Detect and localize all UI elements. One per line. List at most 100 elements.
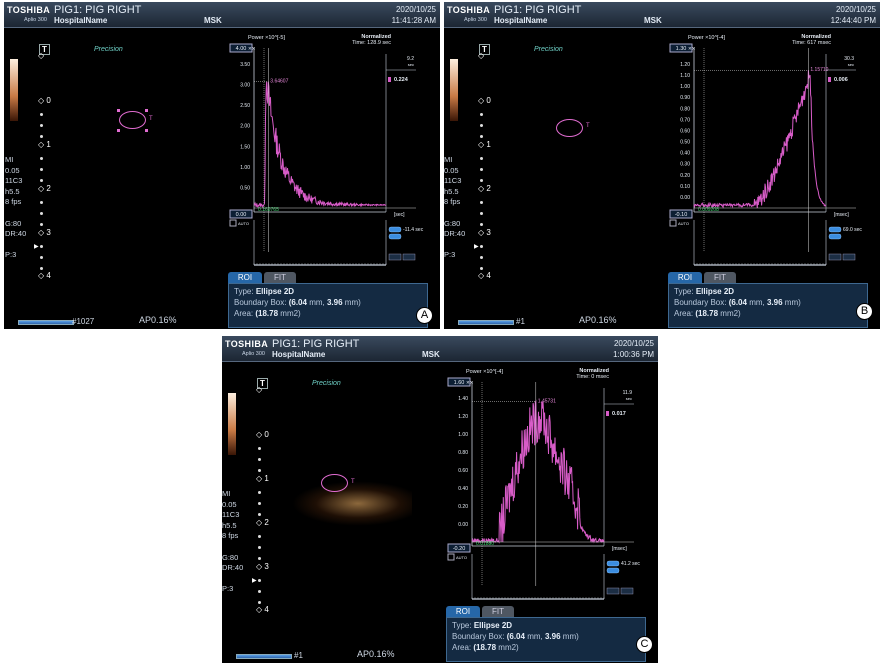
cine-bar[interactable] <box>458 320 514 325</box>
tab-fit[interactable]: FIT <box>482 606 514 617</box>
info-area-part: mm2) <box>280 309 301 318</box>
base-label: 0.01880 <box>476 541 494 547</box>
scroll-button-1[interactable] <box>606 560 620 567</box>
depth-tick <box>40 124 43 127</box>
roi-ellipse[interactable] <box>556 119 583 137</box>
scale-icon: ✕✕ <box>248 46 256 51</box>
depth-tick <box>258 491 261 494</box>
right-top-unit: sec <box>408 62 414 67</box>
fit-view-button[interactable] <box>620 587 634 595</box>
scan-param <box>5 208 26 219</box>
depth-tick <box>40 223 43 226</box>
tab-roi[interactable]: ROI <box>668 272 702 283</box>
tab-fit[interactable]: FIT <box>264 272 296 283</box>
series-value: 0.224 <box>394 77 409 83</box>
info-area-part: (18.78 <box>695 309 719 318</box>
ymin-box <box>447 543 471 553</box>
patient-id: PIG1: PIG RIGHT <box>494 4 582 16</box>
roi-handle-icon[interactable] <box>117 129 120 132</box>
cine-bar[interactable] <box>18 320 74 325</box>
info-box-part: (6.04 <box>506 632 525 641</box>
y-tick-label: 0.00 <box>680 195 690 201</box>
zoom-button[interactable] <box>606 587 620 595</box>
x-unit: [msec] <box>612 546 627 552</box>
info-box-part: 3.96 <box>326 298 343 307</box>
depth-tick <box>40 267 43 270</box>
tic-curve <box>253 81 387 209</box>
roi-info-box: Type: Ellipse 2D Boundary Box: (6.04 mm,… <box>668 283 868 328</box>
ymax-box <box>447 377 471 387</box>
info-type-part: Ellipse 2D <box>473 621 513 630</box>
info-box-part: mm, <box>527 632 543 641</box>
hospital-name: HospitalName <box>494 16 548 25</box>
brand-logo: TOSHIBA <box>7 5 51 15</box>
zoom-button[interactable] <box>828 253 842 261</box>
roi-ellipse[interactable] <box>119 111 146 129</box>
depth-tick <box>258 535 261 538</box>
roi-ellipse[interactable] <box>321 474 348 492</box>
scroll-button-1[interactable] <box>828 226 842 233</box>
depth-mark-2: ◇ 2 <box>38 184 51 193</box>
depth-tick <box>480 223 483 226</box>
scan-param: h5.5 <box>5 186 20 196</box>
roi-fit-tabs: ROI FIT <box>668 272 768 283</box>
info-box-part: (6.04 <box>288 298 307 307</box>
cine-bar[interactable] <box>236 654 292 659</box>
y-tick-label: 2.50 <box>240 103 250 109</box>
scroll-button-2[interactable] <box>606 567 620 574</box>
depth-mark-0: ◇ 0 <box>478 96 491 105</box>
info-box-part: Boundary Box: <box>674 298 727 307</box>
depth-tick <box>40 245 43 248</box>
tab-roi[interactable]: ROI <box>228 272 262 283</box>
scroll-button-1[interactable] <box>388 226 402 233</box>
info-box-part: Boundary Box: <box>452 632 505 641</box>
series-value: 0.017 <box>612 411 626 417</box>
exam-time: 11:41:28 AM <box>391 16 436 25</box>
scan-param: 11C3 <box>222 510 240 520</box>
power-label: Power ×10^[-4] <box>688 35 725 41</box>
tab-roi[interactable]: ROI <box>446 606 480 617</box>
model-name: Aplio 300 <box>464 17 487 23</box>
y-tick-label: 1.00 <box>240 165 250 171</box>
scan-params: MI 0.05 11C3 h5.5 8 fps G:80 DR:40 P:3 <box>444 155 465 261</box>
y-tick-label: 1.20 <box>680 62 690 68</box>
scroll-button-2[interactable] <box>828 233 842 240</box>
roi-marker: T <box>586 123 590 129</box>
scan-param: DR:40 <box>5 229 27 239</box>
info-box: Boundary Box: (6.04 mm, 3.96 mm) <box>452 631 640 642</box>
exam-time: 1:00:36 PM <box>613 350 654 359</box>
scan-param: DR:40 <box>222 563 244 573</box>
depth-tick <box>40 212 43 215</box>
depth-tick <box>40 113 43 116</box>
peak-label: 3.64607 <box>270 79 288 85</box>
acoustic-power: AP0.16% <box>579 315 617 325</box>
info-type: Type: Ellipse 2D <box>452 620 640 631</box>
transducer-icon[interactable]: T <box>479 44 490 55</box>
header-bar: TOSHIBA Aplio 300 PIG1: PIG RIGHT Hospit… <box>4 2 440 28</box>
depth-tick <box>258 502 261 505</box>
roi-handle-icon[interactable] <box>117 109 120 112</box>
ymax-box <box>229 43 253 53</box>
transducer-icon[interactable]: T <box>39 44 50 55</box>
power-label: Power ×10^[-5] <box>248 35 285 41</box>
exam-preset: MSK <box>644 16 662 25</box>
zoom-button[interactable] <box>388 253 402 261</box>
ultrasound-screen-b: TOSHIBA Aplio 300 PIG1: PIG RIGHT Hospit… <box>444 2 880 329</box>
scan-param: P:3 <box>5 250 17 260</box>
auto-checkbox <box>447 553 455 561</box>
fit-view-button[interactable] <box>402 253 416 261</box>
info-area-part: mm2) <box>498 643 519 652</box>
depth-mark-4: ◇ 4 <box>256 605 269 614</box>
scan-param: h5.5 <box>444 186 459 196</box>
scroll-button-2[interactable] <box>388 233 402 240</box>
info-box-part: mm, <box>309 298 325 307</box>
roi-handle-icon[interactable] <box>145 109 148 112</box>
focus-marker-icon: ▶ <box>34 244 39 250</box>
info-type-part: Ellipse 2D <box>255 287 295 296</box>
fit-view-button[interactable] <box>842 253 856 261</box>
x-unit: [msec] <box>834 212 849 218</box>
transducer-icon[interactable]: T <box>257 378 268 389</box>
roi-handle-icon[interactable] <box>145 129 148 132</box>
time-label: Time: 128.9 sec <box>352 40 391 46</box>
tab-fit[interactable]: FIT <box>704 272 736 283</box>
